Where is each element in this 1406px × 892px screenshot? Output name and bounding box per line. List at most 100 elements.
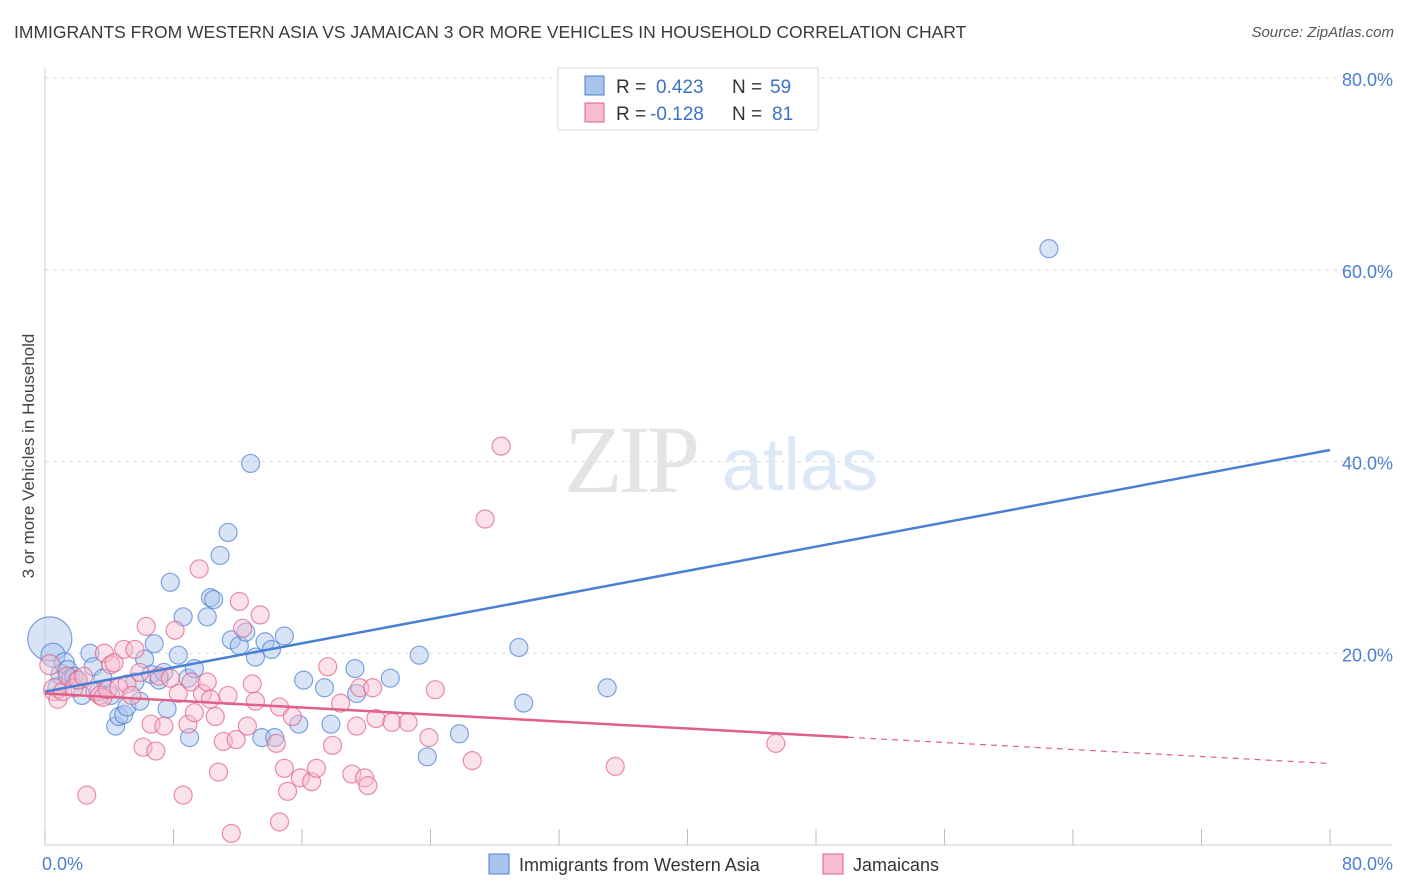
scatter-point [347,716,367,736]
scatter-point [475,509,495,529]
scatter-point [168,645,188,665]
chart-title: IMMIGRANTS FROM WESTERN ASIA VS JAMAICAN… [14,22,967,42]
scatter-point [597,678,617,698]
watermark-atlas: atlas [722,423,878,506]
scatter-point [321,714,341,734]
scatter-point [294,670,314,690]
scatter-point [766,733,786,753]
stats-swatch-western-asia [584,75,605,96]
scatter-point [122,685,142,706]
scatter-point [178,714,198,734]
scatter-point [39,654,61,676]
watermark-zip: ZIP [564,406,697,513]
scatter-point [330,693,351,713]
scatter-point [229,591,249,612]
series-western-asia-points [27,239,1059,767]
scatter-point [425,680,445,700]
scatter-point [491,436,511,456]
trend-lines [44,448,1331,765]
scatter-point [274,626,294,646]
scatter-point [136,616,156,637]
x-tick-label: 0.0% [42,854,83,874]
scatter-point [144,634,164,654]
stats-row-jamaicans: R = -0.128 N = 81 [584,102,793,125]
scatter-point [380,668,400,688]
scatter-point [342,764,362,784]
scatter-point [514,693,534,713]
stats-r-value: -0.128 [650,104,704,125]
scatter-point [290,768,310,788]
scatter-point [419,728,439,748]
scatter-point [250,605,270,625]
scatter-point [382,712,402,732]
scatter-point [101,655,121,675]
x-tick-label: 80.0% [1342,854,1393,874]
scatter-point [205,706,225,727]
scatter-point [241,453,261,474]
stats-r-label: R = [616,77,646,98]
legend-item-western-asia: Immigrants from Western Asia [488,853,761,875]
scatter-point [462,751,482,771]
y-tick-labels: 20.0% 40.0% 60.0% 80.0% [1342,70,1393,665]
scatter-point [355,768,375,788]
scatter-point [366,708,386,729]
scatter-point [237,716,257,736]
scatter-point [232,618,253,638]
series-jamaicans-points [39,436,786,844]
scatter-point [226,729,246,750]
axis-ticks [44,829,1331,845]
scatter-point [168,683,188,704]
scatter-point [200,689,221,709]
scatter-point [200,588,221,608]
scatter-point [184,703,204,723]
y-tick-label: 80.0% [1342,70,1393,90]
scatter-point [245,691,266,711]
scatter-point [146,741,166,761]
scatter-point [27,616,73,662]
scatter-point [173,785,193,805]
scatter-point [189,559,209,579]
scatter-point [306,758,327,778]
chart-source: Source: ZipAtlas.com [1251,24,1394,41]
stats-n-label: N = [732,77,762,98]
legend: Immigrants from Western Asia Jamaicans [488,853,939,875]
scatter-point [289,714,309,734]
stats-n-value: 59 [770,77,791,98]
scatter-point [218,685,238,706]
stats-n-label: N = [732,104,762,125]
stats-box: R = 0.423 N = 59 R = -0.128 N = 81 [557,67,819,131]
scatter-point [358,775,378,796]
scatter-point [314,678,335,698]
scatter-point [197,672,217,692]
scatter-point [318,657,338,677]
scatter-point [509,637,529,658]
scatter-point [242,674,262,694]
legend-label-western-asia: Immigrants from Western Asia [519,855,761,875]
scatter-point [266,733,286,753]
y-tick-label: 20.0% [1342,645,1393,665]
scatter-point [274,758,294,778]
scatter-point [181,672,201,692]
scatter-point [114,705,134,725]
grid-lines [45,77,1392,654]
scatter-point [449,724,470,744]
stats-n-value: 81 [772,104,793,125]
legend-item-jamaicans: Jamaicans [822,853,939,875]
scatter-point [197,607,217,627]
scatter-point [165,620,185,640]
legend-swatch-jamaicans [822,853,844,875]
scatter-point [154,716,174,736]
scatter-point [221,823,241,844]
trend-line-jamaicans [44,692,849,739]
scatter-point [363,678,383,698]
stats-r-label: R = [616,104,646,125]
scatter-point [210,545,230,566]
stats-row-western-asia: R = 0.423 N = 59 [584,75,791,98]
scatter-point [1039,239,1059,259]
scatter-point [345,658,365,679]
scatter-point [104,653,124,673]
y-tick-label: 60.0% [1342,262,1393,282]
scatter-point [409,645,429,665]
axes [44,68,1392,846]
scatter-point [282,706,302,727]
